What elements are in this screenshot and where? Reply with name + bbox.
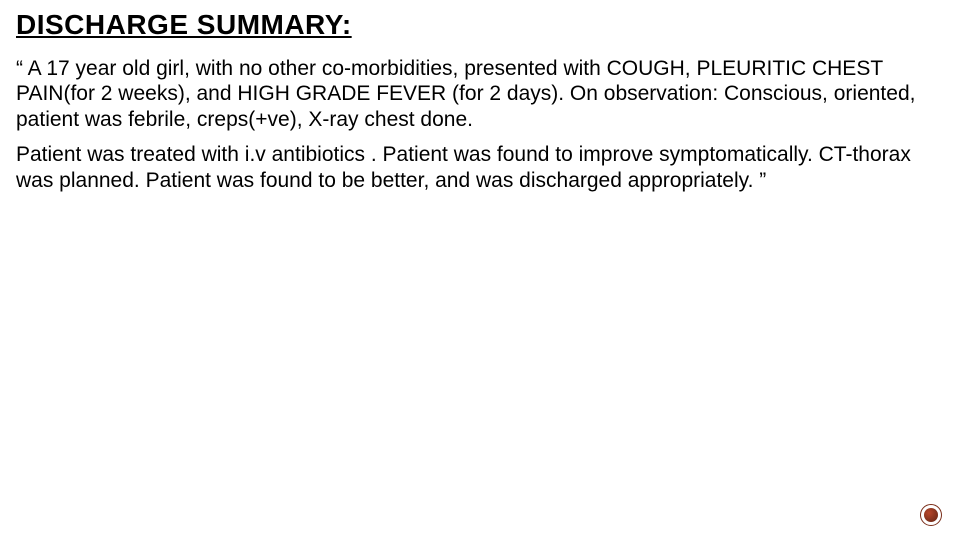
- discharge-paragraph-1: “ A 17 year old girl, with no other co-m…: [16, 56, 944, 133]
- slide-container: DISCHARGE SUMMARY: “ A 17 year old girl,…: [0, 0, 960, 540]
- discharge-paragraph-2: Patient was treated with i.v antibiotics…: [16, 142, 944, 193]
- slide-bullet-icon: [920, 504, 942, 526]
- bullet-inner-circle: [924, 508, 938, 522]
- slide-title: DISCHARGE SUMMARY:: [16, 8, 944, 42]
